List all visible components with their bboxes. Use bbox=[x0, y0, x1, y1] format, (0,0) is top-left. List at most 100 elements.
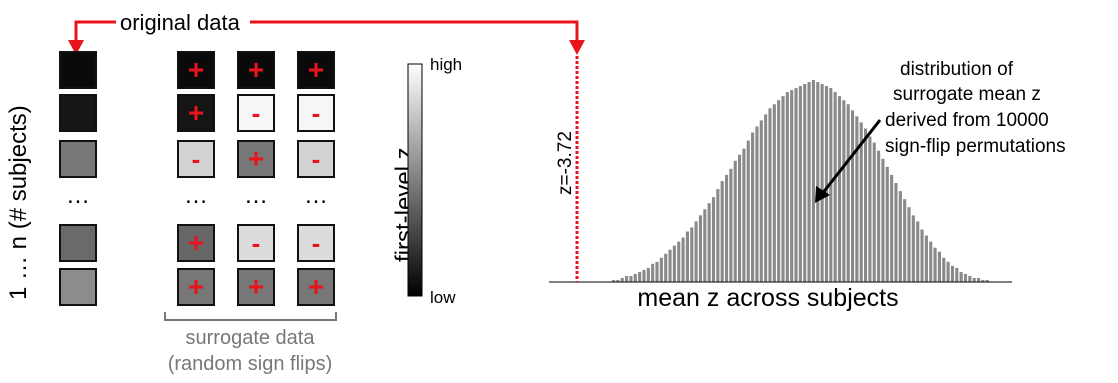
surrogate-ellipsis: … bbox=[304, 182, 328, 209]
colorbar-high-label: high bbox=[430, 55, 462, 74]
histogram-bar bbox=[681, 237, 685, 282]
surrogate-cell bbox=[177, 140, 215, 178]
histogram-bar bbox=[950, 265, 955, 282]
histogram-bar bbox=[720, 181, 724, 282]
histogram-bar bbox=[942, 257, 946, 282]
histogram-bar bbox=[864, 128, 868, 282]
surrogate-cell bbox=[297, 224, 335, 262]
histogram-bar bbox=[946, 261, 950, 282]
histogram-bar bbox=[716, 189, 720, 282]
histogram-bar bbox=[981, 279, 985, 282]
histogram-bar bbox=[911, 215, 915, 282]
surrogate-cell bbox=[177, 94, 215, 132]
histogram-bar bbox=[924, 235, 928, 282]
annotation-line-3: derived from 10000 bbox=[885, 110, 1049, 131]
original-data-cell bbox=[59, 140, 97, 178]
histogram-bar bbox=[824, 86, 829, 282]
histogram-bar bbox=[781, 96, 785, 282]
histogram-bar bbox=[612, 279, 616, 282]
histogram-bar bbox=[764, 114, 768, 282]
histogram-bar bbox=[868, 136, 872, 282]
histogram-bar bbox=[790, 90, 794, 282]
arrowhead-original-column bbox=[68, 40, 84, 55]
plus-sign: + bbox=[248, 54, 264, 85]
histogram-bar bbox=[703, 209, 707, 282]
connector-to-threshold bbox=[250, 20, 579, 42]
subjects-axis-label: 1 … n (# subjects) bbox=[5, 105, 32, 300]
minus-sign: - bbox=[252, 228, 261, 258]
histogram-bar bbox=[685, 231, 689, 282]
minus-sign: - bbox=[252, 98, 261, 128]
histogram-bar bbox=[842, 100, 846, 282]
surrogate-label-line1: surrogate data bbox=[186, 327, 316, 349]
minus-sign: - bbox=[312, 98, 321, 128]
surrogate-cell bbox=[237, 268, 275, 306]
original-data-cell bbox=[59, 94, 97, 132]
surrogate-cell bbox=[237, 140, 275, 178]
surrogate-cell bbox=[297, 268, 335, 306]
histogram-bar bbox=[777, 100, 781, 282]
histogram-bar bbox=[929, 241, 933, 282]
histogram-bar bbox=[698, 215, 703, 282]
histogram-bar bbox=[733, 160, 737, 282]
histogram-xlabel: mean z across subjects bbox=[637, 284, 898, 312]
plus-sign: + bbox=[308, 271, 324, 302]
surrogate-cell bbox=[177, 51, 215, 89]
annotation-line-2: surrogate mean z bbox=[893, 84, 1041, 105]
surrogate-cell bbox=[237, 51, 275, 89]
colorbar bbox=[407, 63, 423, 297]
histogram-bar bbox=[807, 82, 811, 283]
distribution-annotation: distribution of surrogate mean z derived… bbox=[815, 59, 1066, 203]
histogram-bar bbox=[811, 80, 815, 282]
histogram-bar bbox=[968, 275, 972, 282]
plus-sign: + bbox=[188, 271, 204, 302]
surrogate-cell bbox=[297, 140, 335, 178]
histogram-bar bbox=[885, 166, 889, 282]
histogram-bar bbox=[963, 273, 968, 282]
histogram-bar bbox=[707, 203, 711, 282]
histogram-bar bbox=[646, 267, 650, 282]
colorbar-low-label: low bbox=[430, 288, 456, 307]
histogram-bar bbox=[803, 84, 807, 282]
histogram-bar bbox=[625, 275, 629, 282]
connector-to-original-column bbox=[74, 20, 116, 42]
histogram-bar bbox=[677, 241, 681, 282]
histogram-bar bbox=[933, 247, 937, 282]
histogram-bar bbox=[816, 82, 820, 283]
histogram-bar bbox=[664, 253, 668, 282]
histogram-bar bbox=[711, 197, 716, 282]
original-data-cell bbox=[59, 268, 97, 306]
histogram-bar bbox=[920, 229, 924, 282]
histogram-bar bbox=[759, 120, 763, 283]
histogram-bar bbox=[898, 191, 902, 282]
minus-sign: - bbox=[312, 144, 321, 174]
annotation-arrow-line bbox=[820, 119, 882, 195]
histogram-bar bbox=[772, 104, 776, 283]
histogram-bar bbox=[785, 92, 789, 283]
histogram-bar bbox=[651, 263, 655, 282]
histogram-bar bbox=[955, 267, 959, 282]
histogram-bar bbox=[907, 207, 911, 282]
histogram-bar bbox=[846, 104, 850, 283]
subject-matrix: + + + + - - - + - … … … … + - - + + + bbox=[59, 51, 335, 306]
histogram-bar bbox=[985, 279, 989, 282]
plus-sign: + bbox=[248, 271, 264, 302]
histogram-bar bbox=[751, 132, 755, 282]
histogram-bar bbox=[742, 148, 746, 282]
histogram-bar bbox=[837, 96, 842, 282]
histogram-bar bbox=[976, 277, 981, 282]
histogram-bar bbox=[738, 154, 742, 282]
histogram-bar bbox=[755, 126, 759, 283]
original-data-cell bbox=[59, 224, 97, 262]
minus-sign: - bbox=[192, 144, 201, 174]
histogram-bar bbox=[694, 221, 698, 282]
histogram-bar bbox=[972, 277, 976, 282]
surrogate-cell bbox=[297, 94, 335, 132]
histogram-bar bbox=[859, 122, 863, 282]
histogram-bar bbox=[890, 174, 894, 282]
original-data-label: original data bbox=[120, 10, 241, 35]
histogram-bar bbox=[655, 261, 659, 282]
original-ellipsis: … bbox=[66, 182, 90, 209]
surrogate-ellipsis: … bbox=[184, 182, 208, 209]
arrowhead-threshold bbox=[569, 40, 585, 55]
